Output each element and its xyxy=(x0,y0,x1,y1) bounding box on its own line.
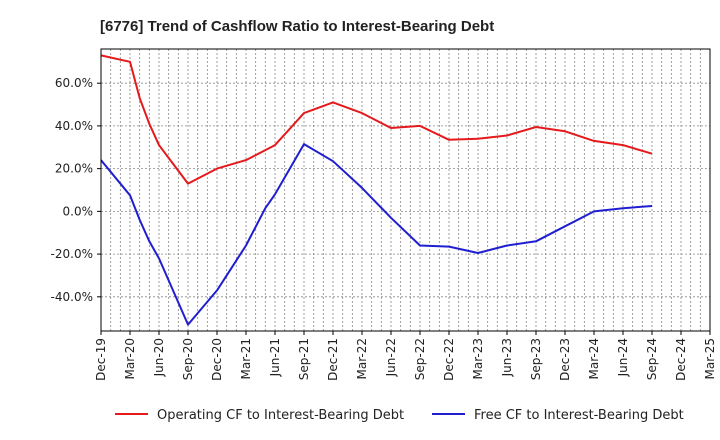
x-tick-label: Sep-21 xyxy=(297,338,311,380)
y-tick-label: 60.0% xyxy=(55,76,93,90)
legend: Operating CF to Interest-Bearing Debt Fre… xyxy=(115,408,684,423)
y-tick-label: 0.0% xyxy=(63,204,94,218)
x-tick-label: Dec-23 xyxy=(558,338,572,381)
x-tick-label: Dec-22 xyxy=(442,338,456,381)
series-line-2 xyxy=(100,143,653,326)
x-tick-label: Dec-19 xyxy=(94,338,108,381)
plot-area xyxy=(100,48,711,332)
x-tick-label: Dec-24 xyxy=(674,338,688,381)
x-tick-label: Mar-23 xyxy=(471,338,485,379)
x-tick-label: Jun-23 xyxy=(500,338,514,377)
series-lines xyxy=(100,54,653,326)
x-tick-label: Mar-20 xyxy=(123,338,137,379)
x-axis: Dec-19 Mar-20 Jun-20 Sep-20 Dec-20 Mar-21 Jun-… xyxy=(94,331,717,381)
x-tick-label: Jun-21 xyxy=(268,338,282,377)
legend-label-1: Operating CF to Interest-Bearing Debt xyxy=(157,408,404,423)
x-tick-label: Sep-22 xyxy=(413,338,427,380)
x-tick-label: Mar-22 xyxy=(355,338,369,379)
x-tick-label: Jun-20 xyxy=(152,338,166,377)
x-tick-label: Sep-23 xyxy=(529,338,543,380)
y-tick-label: -20.0% xyxy=(51,247,93,261)
y-tick-label: 20.0% xyxy=(55,162,93,176)
legend-label-2: Free CF to Interest-Bearing Debt xyxy=(474,408,684,423)
y-axis: -40.0% -20.0% 0.0% 20.0% 40.0% 60.0% xyxy=(51,76,101,304)
x-tick-label: Dec-21 xyxy=(326,338,340,381)
grid xyxy=(101,49,710,331)
x-tick-label: Dec-20 xyxy=(210,338,224,381)
x-tick-label: Jun-22 xyxy=(384,338,398,377)
y-tick-label: 40.0% xyxy=(55,119,93,133)
x-tick-label: Mar-25 xyxy=(703,338,717,379)
x-tick-label: Mar-24 xyxy=(587,338,601,379)
y-tick-label: -40.0% xyxy=(51,290,93,304)
series-line-1 xyxy=(100,54,653,185)
x-tick-label: Jun-24 xyxy=(616,338,630,377)
x-tick-label: Mar-21 xyxy=(239,338,253,379)
x-tick-label: Sep-24 xyxy=(645,338,659,380)
chart-title: [6776] Trend of Cashflow Ratio to Intere… xyxy=(100,18,494,35)
x-tick-label: Sep-20 xyxy=(181,338,195,380)
